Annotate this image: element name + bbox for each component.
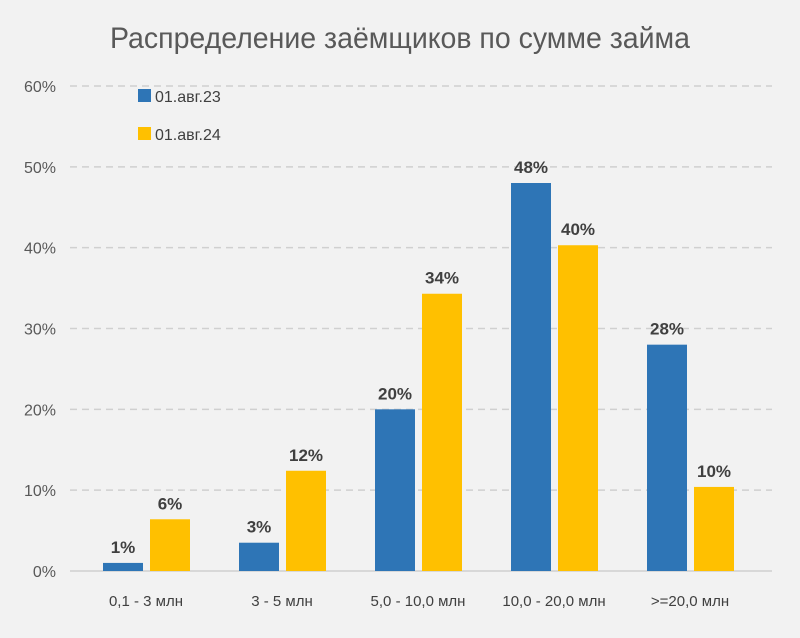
bar-2024 bbox=[694, 486, 734, 571]
bar-2024 bbox=[150, 519, 190, 571]
y-tick-label: 60% bbox=[24, 79, 56, 96]
bar-2023 bbox=[103, 562, 143, 571]
data-label: 40% bbox=[561, 220, 595, 239]
data-label: 3% bbox=[247, 518, 272, 537]
data-label: 10% bbox=[697, 462, 731, 481]
x-tick-label: 10,0 - 20,0 млн bbox=[502, 593, 605, 610]
legend-label: 01.авг.24 bbox=[155, 127, 221, 144]
y-tick-label: 30% bbox=[24, 322, 56, 339]
data-label: 12% bbox=[289, 446, 323, 465]
legend-swatch bbox=[138, 127, 151, 140]
y-tick-label: 40% bbox=[24, 241, 56, 258]
x-tick-label: 3 - 5 млн bbox=[251, 593, 313, 610]
y-tick-label: 20% bbox=[24, 402, 56, 419]
bar-2024 bbox=[422, 293, 462, 571]
data-label: 34% bbox=[425, 269, 459, 288]
bar-2023 bbox=[239, 542, 279, 571]
x-tick-label: 5,0 - 10,0 млн bbox=[371, 593, 466, 610]
data-label: 48% bbox=[514, 158, 548, 177]
data-label: 1% bbox=[111, 538, 136, 557]
data-label: 6% bbox=[158, 494, 183, 513]
legend-label: 01.авг.23 bbox=[155, 89, 221, 106]
y-tick-label: 0% bbox=[33, 564, 56, 581]
legend-swatch bbox=[138, 89, 151, 102]
x-tick-label: >=20,0 млн bbox=[651, 593, 729, 610]
bar-2023 bbox=[511, 183, 551, 571]
y-tick-label: 50% bbox=[24, 160, 56, 177]
y-tick-label: 10% bbox=[24, 483, 56, 500]
bar-2024 bbox=[286, 470, 326, 571]
bar-2023 bbox=[647, 344, 687, 571]
x-tick-label: 0,1 - 3 млн bbox=[109, 593, 183, 610]
data-label: 28% bbox=[650, 320, 684, 339]
bar-2023 bbox=[375, 409, 415, 571]
data-label: 20% bbox=[378, 384, 412, 403]
bar-2024 bbox=[558, 245, 598, 571]
chart-title: Распределение заёмщиков по сумме займа bbox=[110, 22, 690, 55]
